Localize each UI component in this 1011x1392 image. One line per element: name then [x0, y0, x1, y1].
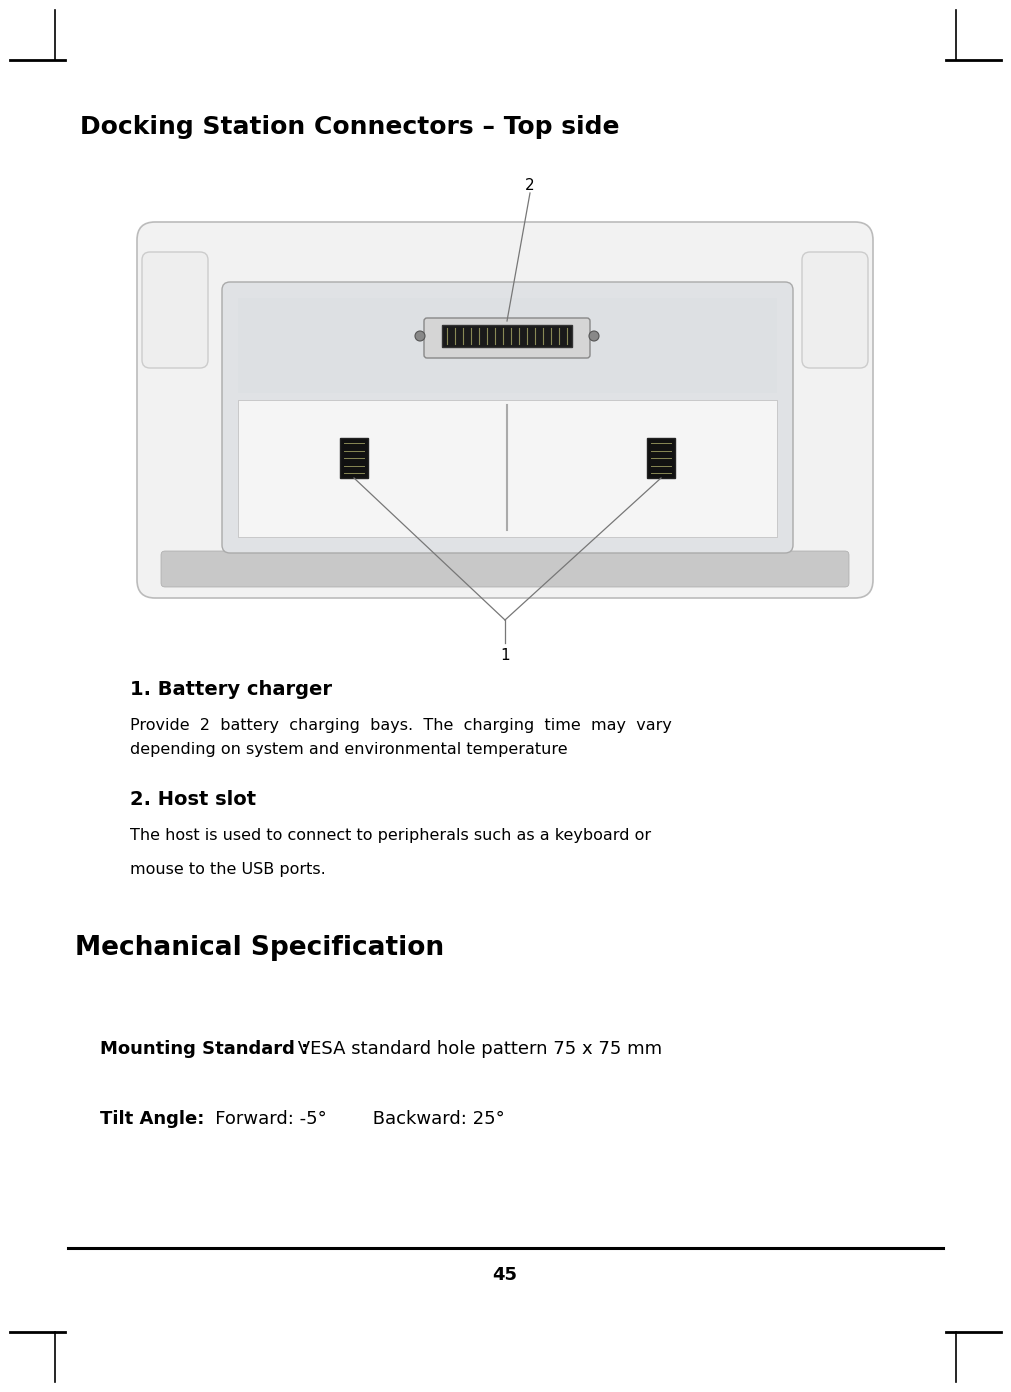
Text: The host is used to connect to peripherals such as a keyboard or: The host is used to connect to periphera… [130, 828, 651, 844]
Text: 2. Host slot: 2. Host slot [130, 791, 256, 809]
Text: Docking Station Connectors – Top side: Docking Station Connectors – Top side [80, 116, 620, 139]
FancyBboxPatch shape [802, 252, 868, 367]
Text: VESA standard hole pattern 75 x 75 mm: VESA standard hole pattern 75 x 75 mm [292, 1040, 662, 1058]
FancyBboxPatch shape [161, 551, 849, 587]
Bar [340, 438, 368, 477]
Bar [442, 324, 572, 347]
Bar [238, 400, 777, 537]
Text: Provide  2  battery  charging  bays.  The  charging  time  may  vary: Provide 2 battery charging bays. The cha… [130, 718, 672, 734]
Text: Tilt Angle:: Tilt Angle: [100, 1109, 204, 1128]
Text: 45: 45 [492, 1265, 518, 1283]
Ellipse shape [589, 331, 599, 341]
Text: mouse to the USB ports.: mouse to the USB ports. [130, 862, 326, 877]
Text: 2: 2 [525, 178, 535, 192]
FancyBboxPatch shape [137, 221, 874, 599]
Text: Mounting Standard :: Mounting Standard : [100, 1040, 308, 1058]
Text: depending on system and environmental temperature: depending on system and environmental te… [130, 742, 567, 757]
FancyBboxPatch shape [424, 317, 590, 358]
Ellipse shape [415, 331, 425, 341]
FancyBboxPatch shape [222, 283, 793, 553]
Text: Forward: -5°        Backward: 25°: Forward: -5° Backward: 25° [198, 1109, 504, 1128]
Bar [238, 298, 777, 393]
Bar [647, 438, 675, 477]
Text: 1. Battery charger: 1. Battery charger [130, 681, 332, 699]
Text: 1: 1 [500, 649, 510, 663]
Text: Mechanical Specification: Mechanical Specification [75, 935, 444, 960]
FancyBboxPatch shape [142, 252, 208, 367]
